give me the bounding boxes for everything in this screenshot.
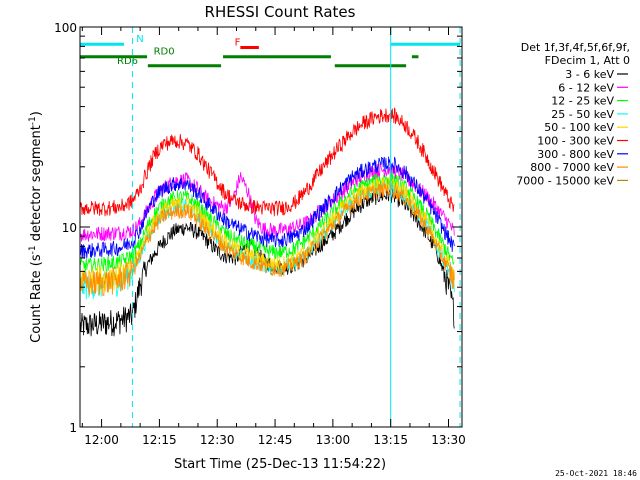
plot-area xyxy=(80,107,455,337)
y-axis-label: Count Rate (s-1 detector segment-1) xyxy=(28,111,44,343)
series-line-6 xyxy=(80,156,455,259)
legend: Det 1f,3f,4f,5f,6f,9f, FDecim 1, Att 0 3… xyxy=(516,41,630,187)
x-tick-label-2: 12:30 xyxy=(200,433,235,447)
flag-label-1-0: F xyxy=(235,37,241,48)
legend-label-8: 7000 - 15000 keV xyxy=(516,174,614,187)
x-axis-ticks: 12:00 12:15 12:30 12:45 13:00 13:15 13:30 xyxy=(81,27,466,447)
x-tick-label-5: 13:15 xyxy=(373,433,408,447)
x-tick-label-0: 12:00 xyxy=(84,433,119,447)
chart-title: RHESSI Count Rates xyxy=(205,3,356,21)
y-tick-label-0: 1 xyxy=(69,421,77,435)
x-tick-label-3: 12:45 xyxy=(258,433,293,447)
flag-label-0-0: N xyxy=(136,34,143,45)
y-axis-ticks: 1 10 100 xyxy=(54,21,462,435)
x-tick-label-1: 12:15 xyxy=(142,433,177,447)
series-line-4 xyxy=(80,175,455,293)
legend-label-5: 100 - 300 keV xyxy=(537,135,614,148)
series-line-7 xyxy=(80,182,455,297)
y-tick-label-2: 100 xyxy=(54,21,77,35)
legend-label-1: 6 - 12 keV xyxy=(558,81,614,94)
x-tick-label-6: 13:30 xyxy=(431,433,466,447)
x-tick-label-4: 13:00 xyxy=(316,433,351,447)
legend-label-7: 800 - 7000 keV xyxy=(530,161,614,174)
y-tick-label-1: 10 xyxy=(62,221,77,235)
flag-label-3-0: RD6 xyxy=(117,56,138,67)
series-line-5 xyxy=(80,107,455,217)
legend-label-6: 300 - 800 keV xyxy=(537,148,614,161)
legend-label-4: 50 - 100 keV xyxy=(544,121,614,134)
legend-label-3: 25 - 50 keV xyxy=(551,108,614,121)
flag-bars: N F RD0 RD6 xyxy=(80,34,461,68)
legend-label-0: 3 - 6 keV xyxy=(565,68,614,81)
x-axis-label: Start Time (25-Dec-13 11:54:22) xyxy=(174,457,386,472)
legend-label-2: 12 - 25 keV xyxy=(551,95,614,108)
legend-header-line-1: Det 1f,3f,4f,5f,6f,9f, xyxy=(521,41,630,54)
flag-label-2-0: RD0 xyxy=(154,47,175,58)
footer-timestamp: 25-Oct-2021 18:46 xyxy=(555,469,637,478)
legend-header-line-2: FDecim 1, Att 0 xyxy=(545,54,630,67)
